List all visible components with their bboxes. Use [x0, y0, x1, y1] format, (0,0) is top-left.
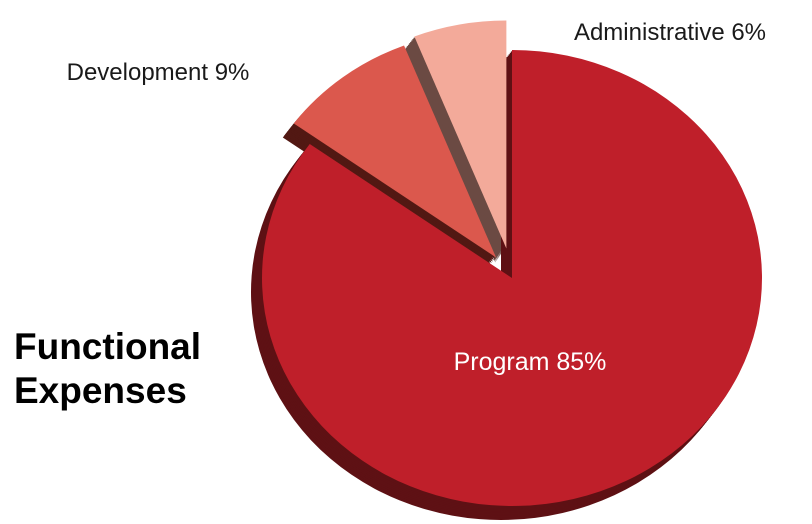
chart-title-line-1: Functional: [14, 326, 202, 367]
pie-slice-development: [293, 45, 497, 258]
pie-top-group: [262, 20, 763, 507]
slice-label-administrative: Administrative 6%: [574, 19, 766, 46]
chart-title-line-2: Expenses: [14, 370, 187, 411]
slice-label-program: Program 85%: [454, 348, 607, 376]
slice-label-development: Development 9%: [67, 59, 250, 86]
pie-slice-program: [262, 50, 763, 507]
pie-slice-administrative: [414, 20, 507, 249]
